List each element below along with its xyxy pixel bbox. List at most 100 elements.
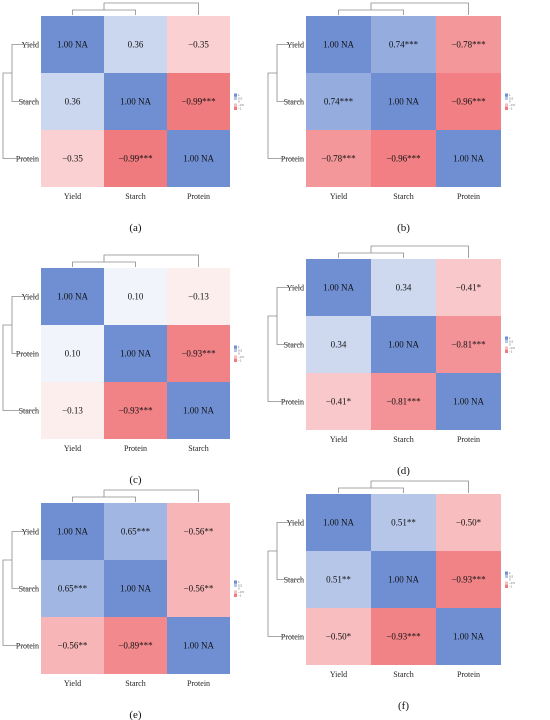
column-label: Starch [188,444,208,453]
row-label: Starch [284,98,304,107]
legend-swatch [505,336,508,340]
row-label: Yield [287,284,304,293]
cell-value-label: 1.00 NA [57,40,88,50]
heatmap-cell [104,268,167,325]
cell-value-label: 1.00 NA [183,406,214,416]
legend-swatch [234,355,237,359]
heatmap-cell [41,617,104,674]
heatmap-panel-e: 1.00 NA 0.65*** −0.56** 0.65*** 1.00 NA −0.56… [2,489,244,720]
cell-value-label: −0.81*** [451,340,486,350]
column-label: Protein [187,679,210,688]
row-label: Yield [287,519,304,528]
heatmap-panel-b: 1.00 NA 0.74*** −0.78*** 0.74*** 1.00 NA −0.9… [267,2,515,234]
cell-value-label: 0.65*** [121,527,151,537]
legend-tick-label: −0.5 [509,346,515,350]
heatmap-cell [436,259,501,316]
legend-tick-label: −1 [238,106,242,110]
row-label: Protein [16,642,39,651]
column-label: Yield [64,444,81,453]
heatmap-panel-d: 1.00 NA 0.34 −0.41* 0.34 1.00 NA −0.81*** −0.4… [267,245,515,477]
heatmap-cell [104,73,167,130]
heatmap-cell [306,130,371,187]
legend-tick-label: 0.5 [238,583,243,587]
cell-value-label: −0.41* [456,283,482,293]
legend-tick-label: −0.5 [509,103,515,107]
column-dendrogram [338,480,469,493]
column-label: Yield [330,435,347,444]
heatmap-cell [306,608,371,665]
row-dendrogram [2,44,37,159]
panel-caption: (a) [129,222,142,234]
heatmap-cell [41,560,104,617]
legend-tick-label: 0 [238,587,240,591]
row-label: Starch [19,585,39,594]
column-label: Yield [64,192,81,201]
heatmap-cell [104,560,167,617]
cell-value-label: −0.13 [62,406,83,416]
cell-value-label: 1.00 NA [183,641,214,651]
heatmap-cell [306,16,371,73]
heatmap-cell [104,16,167,73]
heatmap-cell [41,16,104,73]
legend-swatch [505,574,508,579]
heatmap-cell [41,325,104,382]
cell-value-label: −0.93*** [451,575,486,585]
row-label: Starch [284,576,304,585]
heatmap-cell [306,494,371,551]
heatmap-cell [436,16,501,73]
row-label: Protein [281,155,304,164]
color-scale-legend: 10.50−0.5−1 [505,571,515,588]
heatmap-cell [371,73,436,130]
column-label: Protein [124,444,147,453]
row-label: Yield [22,528,39,537]
cell-value-label: 1.00 NA [323,40,354,50]
legend-swatch [234,580,237,584]
cell-value-label: 1.00 NA [388,97,419,107]
cell-value-label: −0.78*** [451,40,486,50]
legend-tick-label: 1 [238,345,240,349]
heatmap-panel-a: 1.00 NA 0.36 −0.35 0.36 1.00 NA −0.99*** −0.35… [2,2,244,234]
legend-tick-label: 0.5 [238,96,243,100]
heatmap-cell [104,617,167,674]
cell-value-label: 1.00 NA [388,340,419,350]
heatmap-cell [371,16,436,73]
heatmap-cell [306,316,371,373]
legend-tick-label: −0.5 [509,581,515,585]
heatmap-panel-f: 1.00 NA 0.51** −0.50* 0.51** 1.00 NA −0.93***… [267,480,515,712]
column-dendrogram [338,2,469,15]
legend-swatch [234,103,237,107]
heatmap-cell [167,268,230,325]
column-label: Starch [125,192,145,201]
row-label: Yield [22,293,39,302]
column-label: Protein [187,192,210,201]
heatmap-cell [41,503,104,560]
cell-value-label: −0.41* [326,397,352,407]
heatmap-cell [41,268,104,325]
legend-swatch [234,348,237,353]
heatmap-cell [306,73,371,130]
heatmap-cell [167,382,230,439]
cell-value-label: 1.00 NA [388,575,419,585]
legend-tick-label: 1 [509,93,511,97]
column-dendrogram [72,254,199,267]
column-label: Protein [457,192,480,201]
heatmap-cell [436,130,501,187]
cell-value-label: 1.00 NA [453,632,484,642]
legend-swatch [234,106,237,110]
heatmap-cell [41,73,104,130]
heatmap-cell [436,73,501,130]
legend-tick-label: −1 [238,593,242,597]
column-label: Starch [393,192,413,201]
row-dendrogram [267,44,302,159]
row-label: Starch [19,98,39,107]
heatmap-cell [104,130,167,187]
legend-tick-label: 1 [238,580,240,584]
legend-tick-label: −0.5 [238,590,244,594]
cell-value-label: −0.56** [184,527,214,537]
heatmap-cell [371,551,436,608]
cell-value-label: −0.56** [184,584,214,594]
legend-tick-label: 0.5 [509,339,514,343]
cell-value-label: 1.00 NA [120,584,151,594]
column-label: Protein [457,435,480,444]
legend-tick-label: 0 [509,343,511,347]
